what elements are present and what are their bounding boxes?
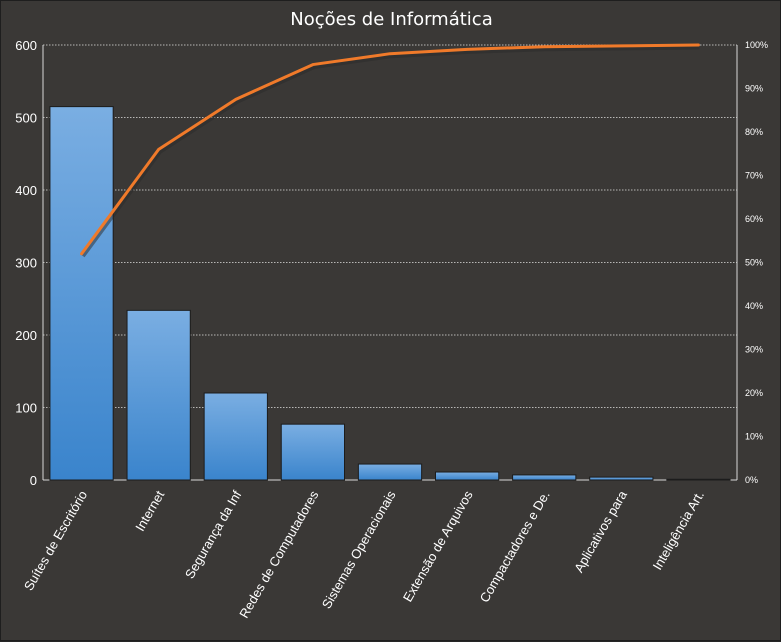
- x-tick-label: Segurança da Inf: [182, 488, 245, 582]
- y2-tick-label: 30%: [745, 345, 763, 355]
- x-tick-label: Aplicativos para: [571, 487, 630, 575]
- x-tick-label: Suítes de Escritório: [21, 488, 90, 593]
- cumulative-line: [80, 43, 700, 256]
- x-tick-label: Sistemas Operacionais: [319, 488, 399, 612]
- bar: [49, 106, 114, 481]
- y2-tick-label: 70%: [745, 171, 763, 181]
- y2-tick-label: 60%: [745, 214, 763, 224]
- bar: [666, 478, 731, 481]
- y-tick-label: 400: [15, 183, 37, 198]
- x-tick-label: Compactadores e De.: [477, 488, 553, 605]
- bar: [280, 423, 346, 481]
- y2-tick-label: 100%: [745, 40, 768, 50]
- y2-tick-label: 20%: [745, 388, 763, 398]
- bar: [434, 471, 500, 481]
- y-tick-label: 0: [30, 473, 37, 488]
- y2-tick-label: 10%: [745, 432, 763, 442]
- x-tick-label: Inteligência Art.: [650, 488, 707, 572]
- y2-tick-label: 50%: [745, 258, 763, 268]
- y2-tick-label: 40%: [745, 301, 763, 311]
- bar: [357, 463, 423, 481]
- y-tick-label: 600: [15, 38, 37, 53]
- y2-tick-label: 80%: [745, 127, 763, 137]
- x-tick-label: Redes de Computadores: [236, 488, 322, 621]
- bar: [203, 392, 268, 481]
- x-tick-label: Extensão de Arquivos: [400, 488, 476, 605]
- y2-tick-label: 90%: [745, 84, 763, 94]
- y-tick-label: 500: [15, 111, 37, 126]
- cumulative-line-shadow: [80, 44, 700, 258]
- chart-title: Noções de Informática: [290, 9, 493, 30]
- bar: [512, 474, 577, 481]
- y-tick-label: 200: [15, 328, 37, 343]
- x-tick-label: Internet: [132, 488, 167, 534]
- bar: [589, 476, 654, 481]
- y2-tick-label: 0%: [745, 475, 758, 485]
- bar: [126, 309, 191, 481]
- y-tick-label: 100: [15, 401, 37, 416]
- y-tick-label: 300: [15, 256, 37, 271]
